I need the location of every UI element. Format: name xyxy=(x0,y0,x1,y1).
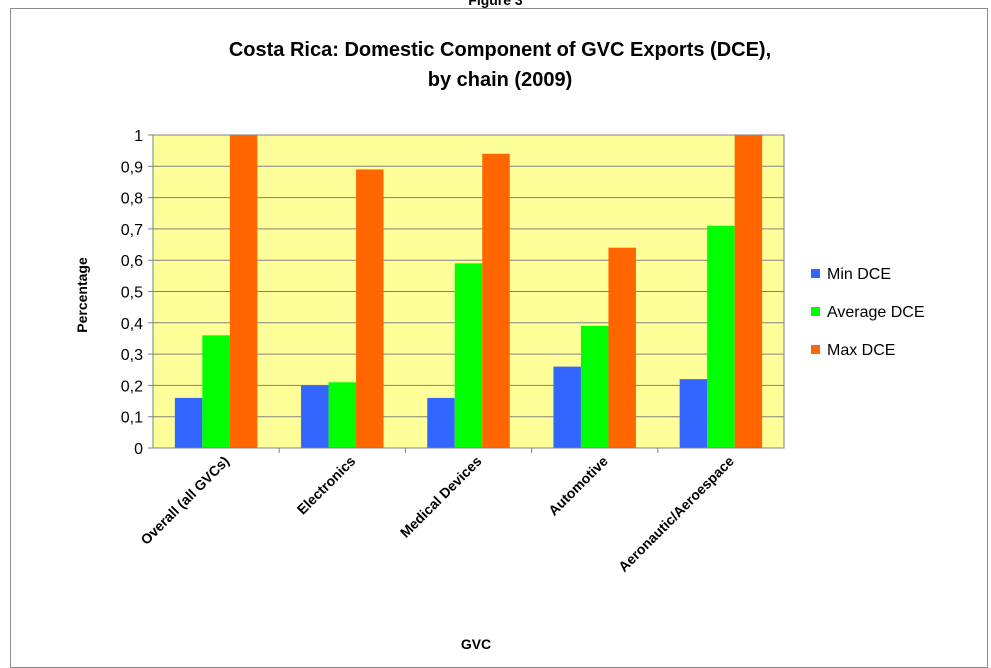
y-tick-label: 0 xyxy=(134,441,143,458)
x-axis-label: GVC xyxy=(461,636,491,652)
bar-min-dce-2 xyxy=(427,398,455,448)
x-category-label: Automotive xyxy=(545,453,611,519)
x-category-label: Overall (all GVCs) xyxy=(137,453,232,548)
bar-average-dce-3 xyxy=(581,326,609,448)
legend-swatch xyxy=(811,269,820,278)
bar-max-dce-1 xyxy=(356,169,384,448)
legend-label: Average DCE xyxy=(827,304,925,321)
y-tick-label: 0,1 xyxy=(121,410,143,427)
legend-swatch xyxy=(811,345,820,354)
bar-min-dce-3 xyxy=(553,367,581,448)
y-tick-label: 0,7 xyxy=(121,222,143,239)
y-tick-label: 0,2 xyxy=(121,378,143,395)
bar-min-dce-0 xyxy=(175,398,203,448)
legend-label: Min DCE xyxy=(827,266,891,283)
bar-min-dce-1 xyxy=(301,385,329,448)
legend: Min DCE Average DCE Max DCE xyxy=(811,266,925,359)
y-axis-label: Percentage xyxy=(74,257,90,333)
bar-average-dce-2 xyxy=(455,263,483,448)
bar-max-dce-3 xyxy=(608,248,636,448)
y-tick-label: 1 xyxy=(134,128,143,145)
bar-max-dce-4 xyxy=(735,135,763,448)
chart-title-line-2: by chain (2009) xyxy=(428,69,573,91)
y-tick-label: 0,3 xyxy=(121,347,143,364)
bar-max-dce-0 xyxy=(230,135,258,448)
y-tick-label: 0,4 xyxy=(121,316,143,333)
x-category-label: Aeronautic/Aeroespace xyxy=(615,453,737,575)
x-category-label: Electronics xyxy=(294,453,359,518)
chart-title-line-1: Costa Rica: Domestic Component of GVC Ex… xyxy=(229,39,771,61)
bar-min-dce-4 xyxy=(680,379,708,448)
y-tick-label: 0,6 xyxy=(121,253,143,270)
x-axis-categories: Overall (all GVCs) Electronics Medical Dev… xyxy=(137,448,737,575)
y-tick-label: 0,5 xyxy=(121,285,143,302)
y-tick-label: 0,8 xyxy=(121,191,143,208)
legend-label: Max DCE xyxy=(827,342,895,359)
bar-average-dce-4 xyxy=(707,226,735,448)
bar-max-dce-2 xyxy=(482,154,510,448)
bar-average-dce-1 xyxy=(329,382,357,448)
y-tick-label: 0,9 xyxy=(121,159,143,176)
legend-swatch xyxy=(811,307,820,316)
bar-average-dce-0 xyxy=(202,335,230,448)
x-category-label: Medical Devices xyxy=(397,453,485,541)
y-axis-ticks: 0 0,1 0,2 0,3 0,4 0,5 0,6 0,7 0,8 0,9 1 xyxy=(121,128,153,458)
